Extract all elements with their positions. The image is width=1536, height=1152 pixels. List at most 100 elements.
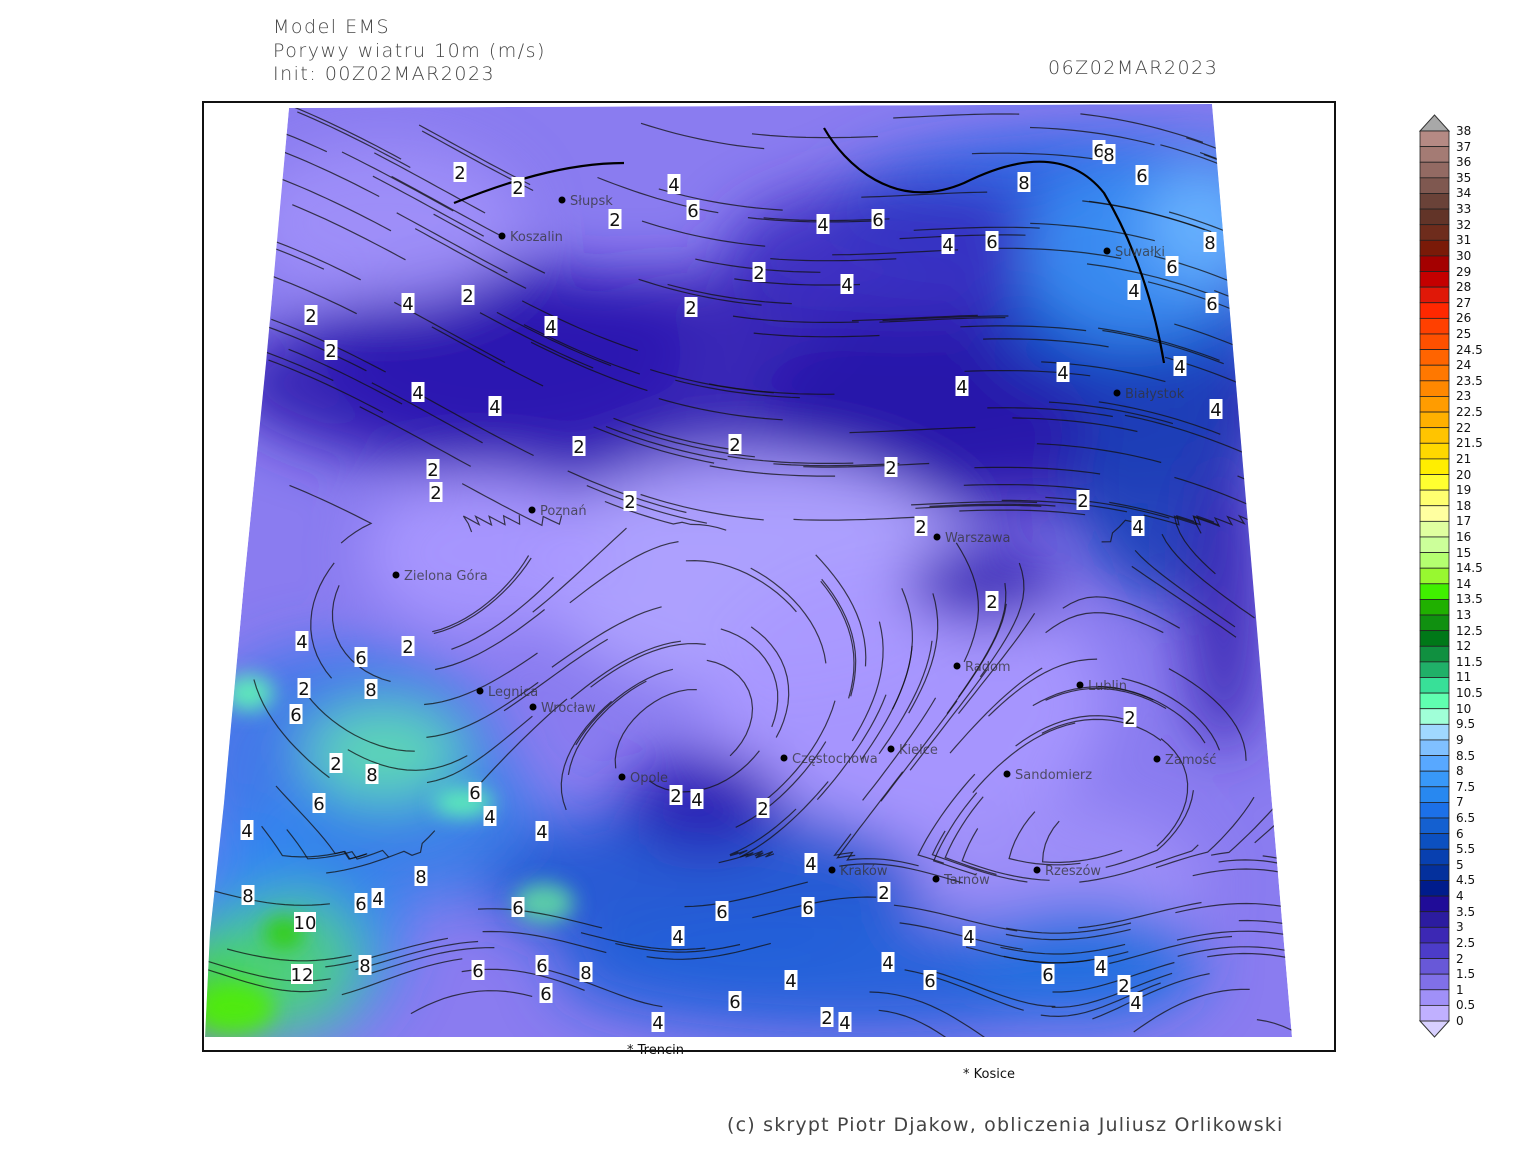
city-dot bbox=[529, 703, 537, 711]
colorbar-swatch bbox=[1419, 520, 1450, 538]
contour-label-value: 2 bbox=[462, 286, 473, 307]
wind-gust-map: Słupsk Koszalin Suwałki Białystok Poznań Wars… bbox=[205, 104, 1292, 1037]
contour-label-value: 4 bbox=[785, 971, 796, 992]
streamline bbox=[972, 722, 1076, 793]
contour-label-box bbox=[881, 952, 895, 972]
contour-label-value: 4 bbox=[489, 397, 500, 418]
streamline bbox=[685, 559, 797, 613]
contour-label: 2 bbox=[669, 785, 683, 807]
contour-label-box bbox=[985, 591, 999, 611]
contour-label: 6 bbox=[354, 647, 368, 669]
contour-label-box bbox=[240, 820, 254, 840]
contour-label: 2 bbox=[401, 636, 415, 658]
colorbar-tick-label: 11.5 bbox=[1456, 654, 1483, 669]
city-marker: Rzeszów bbox=[1033, 864, 1101, 879]
streamline bbox=[684, 881, 808, 908]
colorbar-swatch bbox=[1419, 802, 1450, 819]
contour-label-box bbox=[1092, 140, 1106, 160]
contour-label-value: 2 bbox=[298, 679, 309, 700]
city-dot bbox=[1033, 866, 1041, 874]
city-marker: Sandomierz bbox=[1003, 768, 1092, 783]
contour-label: 4 bbox=[1129, 992, 1143, 1014]
streamline bbox=[605, 425, 728, 461]
contour-label-value: 4 bbox=[963, 927, 974, 948]
gust-field-region bbox=[1184, 453, 1264, 753]
contour-label: 4 bbox=[816, 214, 830, 236]
colorbar-swatch bbox=[1419, 645, 1450, 663]
contour-label-box bbox=[684, 297, 698, 317]
contour-label-value: 2 bbox=[454, 163, 465, 184]
contour-label-box bbox=[1041, 964, 1055, 984]
colorbar-swatch bbox=[1419, 848, 1450, 866]
contour-label-box bbox=[1131, 516, 1145, 536]
contour-label-value: 4 bbox=[1132, 517, 1143, 538]
streamline bbox=[1041, 820, 1123, 864]
contour-label-value: 2 bbox=[878, 883, 889, 904]
colorbar-tick-label: 3 bbox=[1456, 920, 1464, 935]
streamline bbox=[586, 485, 708, 524]
streamline bbox=[530, 341, 648, 392]
contour-label: 2 bbox=[329, 753, 343, 775]
colorbar-tick-label: 26 bbox=[1456, 311, 1472, 326]
contour-label-box bbox=[1129, 992, 1143, 1012]
contour-label-box bbox=[884, 457, 898, 477]
contour-label: 2 bbox=[820, 1007, 834, 1029]
contour-label: 2 bbox=[985, 591, 999, 613]
contour-label-box bbox=[572, 436, 586, 456]
colorbar-swatch bbox=[1419, 396, 1450, 413]
city-marker: Wrocław bbox=[529, 701, 596, 716]
streamline bbox=[720, 628, 779, 728]
contour-label-box bbox=[535, 821, 549, 841]
colorbar-tick-label: 36 bbox=[1456, 155, 1472, 170]
colorbar-swatch bbox=[1419, 614, 1450, 632]
city-marker: Kraków bbox=[828, 864, 888, 879]
contour-label-box bbox=[535, 955, 549, 975]
streamline bbox=[593, 426, 715, 464]
streamline bbox=[410, 990, 533, 1015]
streamline bbox=[1062, 596, 1180, 629]
streamline bbox=[773, 462, 900, 467]
streamline bbox=[1287, 1036, 1292, 1037]
colorbar-swatch bbox=[1419, 926, 1450, 944]
streamline bbox=[432, 555, 530, 633]
streamline bbox=[1192, 514, 1257, 534]
streamline bbox=[1156, 738, 1189, 847]
colorbar-swatch bbox=[1419, 208, 1450, 226]
colorbar-tick-label: 17 bbox=[1456, 514, 1472, 529]
colorbar-tick-label: 4.5 bbox=[1456, 873, 1476, 888]
streamline bbox=[288, 348, 403, 405]
contour-label: 4 bbox=[544, 316, 558, 338]
city-marker: Kielce bbox=[887, 743, 938, 758]
colorbar-tick-label: 5 bbox=[1456, 857, 1464, 872]
contour-label: 6 bbox=[728, 991, 742, 1013]
contour-label: 2 bbox=[884, 457, 898, 479]
contour-label-value: 2 bbox=[427, 460, 438, 481]
streamline bbox=[958, 612, 1036, 714]
city-dot bbox=[887, 745, 895, 753]
streamline bbox=[1092, 973, 1210, 1020]
streamline bbox=[944, 796, 997, 876]
colorbar-swatch bbox=[1419, 255, 1450, 272]
contour-label-value: 2 bbox=[1118, 976, 1129, 997]
contour-label-box bbox=[241, 885, 255, 905]
map-panel: Słupsk Koszalin Suwałki Białystok Poznań Wars… bbox=[202, 101, 1336, 1052]
colorbar-tick-label: 1 bbox=[1456, 982, 1464, 997]
city-marker: Poznań bbox=[528, 504, 587, 519]
colorbar-tick-label: 8 bbox=[1456, 764, 1464, 779]
streamline bbox=[1105, 790, 1194, 868]
contour-label-box bbox=[801, 897, 815, 917]
streamline bbox=[418, 124, 531, 186]
streamline bbox=[891, 588, 914, 710]
contour-label: 4 bbox=[401, 293, 415, 315]
streamline bbox=[1134, 549, 1236, 628]
contour-label-box bbox=[453, 162, 467, 182]
streamline bbox=[861, 191, 988, 198]
contour-label-box bbox=[371, 888, 385, 908]
streamline bbox=[422, 395, 534, 457]
contour-label-value: 6 bbox=[1136, 166, 1147, 187]
contour-label: 6 bbox=[1165, 256, 1179, 278]
coastline bbox=[453, 161, 625, 205]
contour-label-box bbox=[414, 866, 428, 886]
city-marker: Warszawa bbox=[933, 531, 1011, 546]
streamline bbox=[849, 426, 976, 434]
